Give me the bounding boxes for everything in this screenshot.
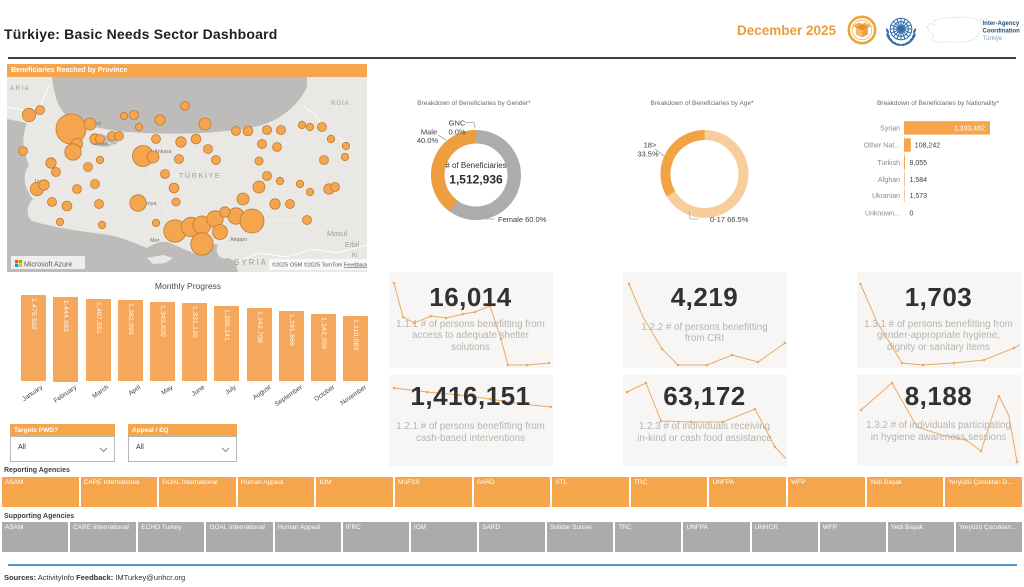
svg-text:Erbil: Erbil [345, 242, 359, 249]
svg-text:33.5%: 33.5% [637, 150, 659, 159]
svg-text:Syrian: Syrian [880, 125, 900, 132]
svg-text:Afghan: Afghan [878, 177, 900, 184]
svg-text:Konya: Konya [141, 201, 158, 207]
svg-text:©2025 OSM ©2025 TomTom Feedbac: ©2025 OSM ©2025 TomTom Feedback [272, 262, 367, 269]
svg-text:TÜRKİYE: TÜRKİYE [179, 171, 221, 180]
svg-text:1,584: 1,584 [910, 177, 928, 184]
svg-text:40.0%: 40.0% [417, 136, 439, 145]
svg-text:Mer: Mer [150, 238, 160, 244]
svg-text:Unknown...: Unknown... [865, 210, 900, 217]
svg-text:Microsoft Azure: Microsoft Azure [24, 262, 72, 269]
svg-text:Bursa: Bursa [93, 141, 108, 147]
svg-text:Mosul: Mosul [327, 229, 347, 238]
svg-text:Ukranian: Ukranian [872, 193, 900, 200]
svg-text:0: 0 [910, 210, 914, 217]
svg-text:# of Beneficiaries: # of Beneficiaries [445, 161, 506, 170]
svg-text:Türkiye: Türkiye [983, 36, 1003, 42]
svg-text:Male: Male [421, 128, 437, 137]
svg-text:Female 60.0%: Female 60.0% [498, 215, 547, 224]
svg-text:18>: 18> [644, 141, 657, 150]
svg-text:Inter-Agency: Inter-Agency [983, 21, 1020, 27]
svg-text:1,573: 1,573 [910, 193, 928, 200]
svg-text:RGIA: RGIA [331, 101, 350, 107]
svg-text:0-17 66.5%: 0-17 66.5% [710, 215, 749, 224]
svg-text:Coordination: Coordination [983, 29, 1021, 35]
svg-text:Ki: Ki [352, 253, 357, 259]
svg-text:Other Nat...: Other Nat... [864, 142, 900, 149]
svg-text:8,055: 8,055 [910, 160, 928, 167]
svg-text:Aleppo: Aleppo [230, 237, 247, 243]
svg-text:GNC: GNC [449, 119, 466, 128]
svg-text:Ankara: Ankara [154, 149, 172, 155]
svg-text:ARIA: ARIA [10, 86, 30, 92]
svg-text:108,242: 108,242 [915, 142, 940, 149]
svg-text:SYRIA: SYRIA [234, 258, 268, 267]
svg-text:1,512,936: 1,512,936 [449, 173, 503, 187]
svg-text:0.0%: 0.0% [448, 128, 465, 137]
svg-text:1,393,482: 1,393,482 [954, 125, 985, 132]
svg-text:Turkish: Turkish [877, 160, 900, 167]
